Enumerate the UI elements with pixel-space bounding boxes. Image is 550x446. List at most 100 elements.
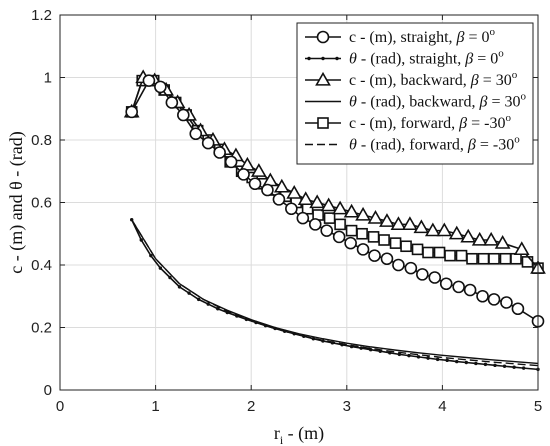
data-point [494, 235, 511, 249]
series-c-m-forward-beta-30deg [125, 74, 544, 274]
legend-marker [315, 71, 331, 86]
data-point [397, 352, 402, 357]
series-c-m-straight-beta-0deg [125, 74, 545, 328]
legend-label: c - (m), straight, β = 0o [349, 26, 496, 46]
data-point [476, 289, 489, 303]
series-theta-rad-backward-beta-30deg [131, 219, 539, 365]
data-point [349, 344, 354, 349]
data-point [402, 216, 418, 231]
data-point [455, 249, 468, 262]
data-point [311, 337, 316, 341]
data-point [250, 163, 267, 177]
data-point [380, 252, 394, 266]
data-point [356, 243, 370, 256]
data-point [378, 234, 390, 246]
x-tick-label: 0 [56, 398, 64, 415]
data-point [282, 329, 287, 333]
legend-entry-c-m-backward-beta-30deg: c - (m), backward, β = 30o [305, 69, 518, 89]
y-tick-label: 0.2 [31, 320, 52, 337]
data-point [444, 249, 456, 262]
data-point [321, 339, 325, 343]
data-point [165, 96, 179, 109]
legend-label: θ - (rad), forward, β = -30o [349, 134, 520, 154]
data-point [213, 146, 226, 159]
data-point [499, 252, 512, 265]
data-point [388, 351, 392, 355]
legend-label: c - (m), forward, β = -30o [349, 112, 512, 132]
data-point [512, 365, 516, 369]
data-point [263, 323, 268, 328]
data-point [273, 178, 290, 193]
data-point [445, 358, 449, 363]
data-point [344, 236, 357, 250]
legend: c - (m), straight, β = 0oθ - (rad), stra… [296, 22, 534, 165]
y-tick-label: 0 [44, 382, 52, 399]
data-point [237, 168, 250, 181]
data-point [302, 334, 306, 338]
legend-entry-theta-rad-forward-beta-30deg: θ - (rad), forward, β = -30o [305, 134, 520, 154]
data-point [433, 246, 446, 259]
data-point [493, 363, 497, 368]
data-point [487, 293, 501, 306]
data-point [411, 243, 424, 256]
data-point [168, 275, 172, 280]
data-point [340, 342, 344, 347]
data-point [368, 249, 381, 262]
data-point [378, 349, 382, 353]
data-point [389, 237, 402, 249]
data-point [355, 206, 371, 221]
legend-label: θ - (rad), straight, β = 0o [349, 48, 504, 68]
data-point [416, 268, 429, 281]
data-point [455, 359, 459, 364]
data-point [452, 280, 465, 294]
data-point [296, 211, 310, 225]
data-point [436, 222, 453, 237]
data-point [510, 252, 522, 265]
data-point [235, 314, 239, 318]
data-point [521, 256, 534, 268]
data-point [407, 353, 411, 358]
data-point [272, 193, 286, 206]
data-point [334, 218, 346, 231]
data-point [463, 283, 477, 297]
data-point [521, 366, 526, 370]
data-point [308, 218, 322, 231]
data-point [273, 326, 277, 331]
legend-marker [335, 56, 339, 61]
data-point [367, 231, 380, 243]
data-point [330, 341, 335, 345]
data-point [125, 105, 138, 119]
data-point [332, 230, 346, 244]
data-point [356, 227, 368, 240]
data-point [400, 240, 412, 253]
data-point [187, 291, 191, 295]
data-point [216, 307, 220, 311]
data-point [379, 213, 395, 227]
data-point [286, 185, 303, 199]
data-point [426, 356, 430, 360]
data-point [513, 241, 530, 256]
data-point [285, 202, 298, 216]
data-point [500, 296, 513, 309]
data-point [292, 332, 296, 336]
data-point [424, 222, 441, 237]
data-point [460, 228, 477, 243]
data-point [416, 355, 421, 359]
data-point [466, 252, 478, 265]
data-point [477, 252, 490, 265]
data-point [320, 224, 334, 237]
data-point [448, 225, 465, 240]
y-tick-label: 0.6 [31, 195, 52, 212]
data-point [369, 347, 373, 352]
series-layer [123, 69, 546, 372]
data-point [154, 80, 167, 94]
data-point [130, 217, 134, 222]
data-point [177, 108, 190, 122]
data-point [392, 258, 405, 272]
data-point [309, 194, 326, 209]
data-point [149, 253, 153, 258]
legend-entry-theta-rad-backward-beta-30deg: θ - (rad), backward, β = 30o [305, 91, 526, 111]
legend-marker [307, 56, 311, 61]
data-point [177, 285, 182, 289]
